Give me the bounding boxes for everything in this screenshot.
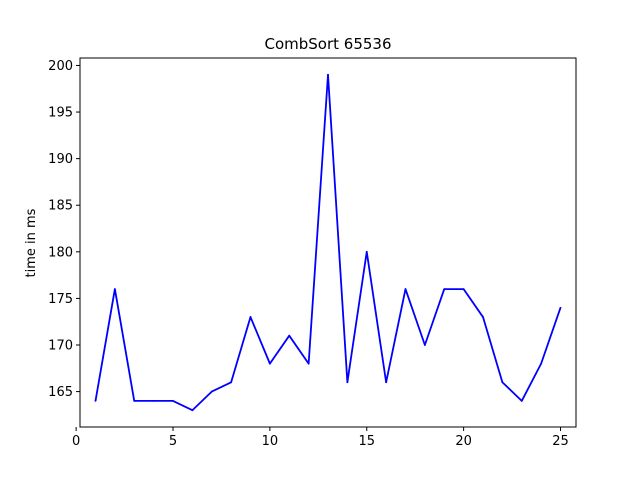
data-point [152,400,155,402]
y-tick-label: 190 [48,152,73,167]
y-tick-label: 200 [48,59,73,74]
axis-ticks: 0 5 10 15 20 25 165 170 175 180 185 190 195 200 [48,59,569,449]
data-point [230,381,233,384]
data-point [462,288,465,290]
x-tick-label: 20 [455,434,472,449]
x-tick-label: 5 [169,434,177,449]
data-point [520,400,523,402]
data-point [268,362,271,365]
data-point [288,334,291,337]
data-point [191,409,194,412]
data-point [443,288,446,290]
data-point [482,316,484,318]
x-tick-label: 25 [552,434,569,449]
data-point [249,316,252,318]
data-point [346,381,349,384]
y-tick-label: 170 [48,339,73,354]
y-tick-label: 180 [48,245,73,260]
data-point [172,400,174,402]
y-tick-label: 185 [48,199,73,214]
data-point [327,73,329,76]
data-point [307,362,310,365]
data-point [113,288,116,290]
y-axis-label: time in ms [24,208,39,277]
x-tick-label: 0 [72,434,80,449]
data-point [559,306,562,309]
chart-title: CombSort 65536 [264,35,391,53]
series-layer [94,73,562,412]
y-tick-label: 175 [48,292,73,307]
y-tick-label: 165 [48,385,73,400]
data-point [404,288,407,290]
data-point [94,400,97,402]
data-point [385,381,388,384]
x-tick-label: 15 [358,434,375,449]
x-tick-label: 10 [262,434,279,449]
data-point [365,250,368,253]
data-point [540,362,543,365]
data-point [133,400,136,402]
data-point [210,390,213,393]
y-tick-label: 195 [48,106,73,121]
plot-frame [79,57,577,428]
data-point [423,344,426,346]
data-point [501,381,504,384]
